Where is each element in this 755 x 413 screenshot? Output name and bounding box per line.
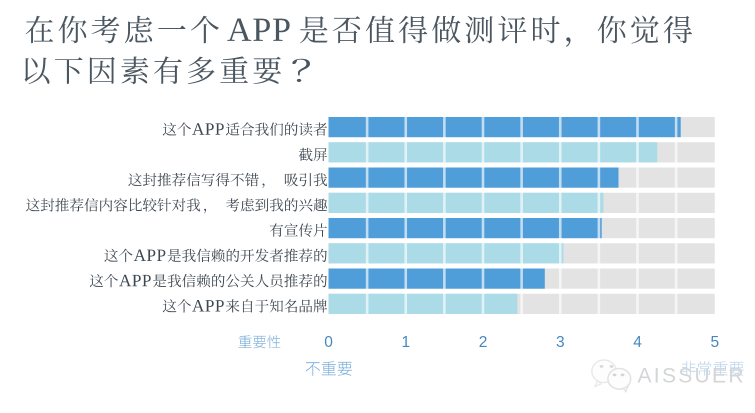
svg-text:2: 2 — [479, 334, 488, 351]
svg-text:AISSUER: AISSUER — [638, 365, 746, 388]
svg-text:0: 0 — [324, 334, 333, 351]
svg-text:3: 3 — [556, 334, 565, 351]
svg-text:1: 1 — [401, 334, 410, 351]
svg-text:5: 5 — [710, 334, 719, 351]
svg-text:4: 4 — [633, 334, 642, 351]
